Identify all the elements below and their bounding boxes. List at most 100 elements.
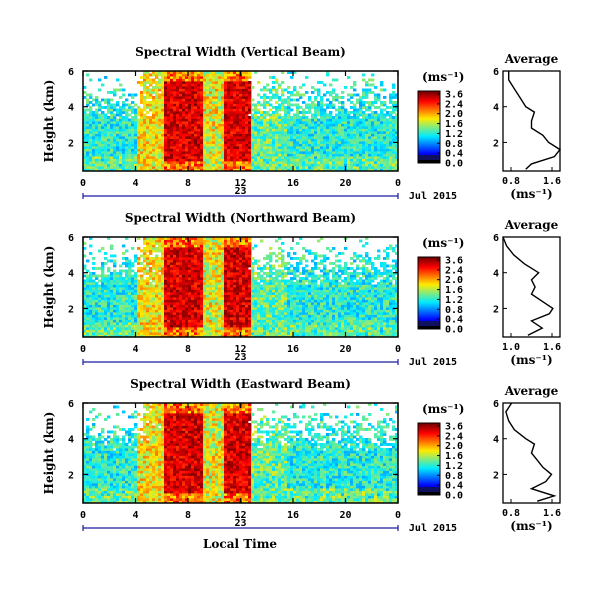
heatmap-cell <box>176 327 180 330</box>
heatmap-cell <box>143 91 147 94</box>
heatmap-cell <box>83 133 87 137</box>
heatmap-cell <box>242 131 246 134</box>
heatmap-cell <box>380 88 384 92</box>
heatmap-cell <box>233 76 237 79</box>
heatmap-cell <box>272 126 276 129</box>
heatmap-cell <box>227 73 231 77</box>
heatmap-cell <box>191 264 195 268</box>
heatmap-cell <box>389 168 393 172</box>
heatmap-cell <box>104 329 108 333</box>
heatmap-cell <box>200 332 204 335</box>
heatmap-cell <box>275 123 279 127</box>
heatmap-cell <box>83 294 87 298</box>
heatmap-cell <box>101 247 105 250</box>
heatmap-cell <box>155 108 159 112</box>
heatmap-cell <box>98 334 102 338</box>
heatmap-cell <box>200 116 204 119</box>
heatmap-cell <box>368 91 372 94</box>
heatmap-cell <box>287 108 291 112</box>
heatmap-cell <box>92 317 96 320</box>
heatmap-cell <box>176 111 180 114</box>
heatmap-cell <box>89 138 93 142</box>
heatmap-cell <box>140 116 144 119</box>
heatmap-cell <box>266 96 270 99</box>
heatmap-cell <box>338 113 342 117</box>
heatmap-cell <box>152 262 156 265</box>
heatmap-cell <box>347 123 351 127</box>
heatmap-cell <box>215 98 219 102</box>
heatmap-cell <box>287 131 291 134</box>
heatmap-cell <box>191 334 195 338</box>
heatmap-cell <box>245 131 249 134</box>
heatmap-cell <box>164 332 168 335</box>
heatmap-cell <box>230 168 234 172</box>
heatmap-cell <box>287 96 291 99</box>
heatmap-cell <box>131 111 135 114</box>
heatmap-cell <box>89 128 93 132</box>
heatmap-cell <box>320 113 324 117</box>
heatmap-cell <box>143 143 147 147</box>
heatmap-cell <box>257 153 261 157</box>
heatmap-cell <box>116 302 120 305</box>
heatmap-cell <box>260 88 264 92</box>
heatmap-cell <box>311 163 315 167</box>
heatmap-cell <box>311 156 315 159</box>
heatmap-cell <box>92 133 96 137</box>
heatmap-cell <box>239 151 243 154</box>
heatmap-cell <box>98 113 102 117</box>
heatmap-cell <box>176 277 180 280</box>
heatmap-cell <box>308 168 312 172</box>
heatmap-cell <box>110 294 114 298</box>
heatmap-cell <box>359 103 363 107</box>
heatmap-cell <box>182 282 186 285</box>
heatmap-cell <box>356 148 360 152</box>
heatmap-cell <box>260 121 264 124</box>
heatmap-cell <box>86 136 90 139</box>
heatmap-cell <box>158 136 162 139</box>
heatmap-cell <box>140 304 144 308</box>
heatmap-cell <box>116 334 120 338</box>
heatmap-cell <box>149 277 153 280</box>
heatmap-cell <box>194 131 198 134</box>
heatmap-cell <box>95 141 99 144</box>
heatmap-cell <box>122 123 126 127</box>
heatmap-cell <box>167 166 171 169</box>
heatmap-cell <box>377 161 381 164</box>
heatmap-cell <box>275 151 279 154</box>
heatmap-cell <box>173 247 177 250</box>
heatmap-cell <box>347 121 351 124</box>
heatmap-cell <box>107 319 111 323</box>
heatmap-cell <box>251 133 255 137</box>
heatmap-cell <box>161 163 165 167</box>
heatmap-cell <box>371 91 375 94</box>
heatmap-cell <box>98 267 102 270</box>
heatmap-cell <box>131 324 135 328</box>
heatmap-cell <box>221 168 225 172</box>
heatmap-cell <box>203 269 207 273</box>
heatmap-cell <box>146 78 150 82</box>
heatmap-cell <box>113 166 117 169</box>
heatmap-cell <box>179 106 183 109</box>
heatmap-cell <box>155 76 159 79</box>
heatmap-cell <box>182 319 186 323</box>
heatmap-cell <box>194 111 198 114</box>
heatmap-cell <box>269 166 273 169</box>
heatmap-cell <box>143 319 147 323</box>
heatmap-cell <box>224 108 228 112</box>
heatmap-cell <box>176 267 180 270</box>
heatmap-cell <box>209 128 213 132</box>
heatmap-cell <box>392 138 396 142</box>
heatmap-cell <box>257 108 261 112</box>
heatmap-cell <box>353 108 357 112</box>
heatmap-cell <box>221 98 225 102</box>
heatmap-cell <box>383 108 387 112</box>
heatmap-cell <box>296 166 300 169</box>
heatmap-cell <box>107 312 111 315</box>
heatmap-cell <box>119 166 123 169</box>
heatmap-cell <box>167 272 171 275</box>
heatmap-cell <box>311 103 315 107</box>
heatmap-cell <box>131 161 135 164</box>
heatmap-cell <box>170 136 174 139</box>
heatmap-cell <box>359 121 363 124</box>
heatmap-cell <box>89 93 93 97</box>
